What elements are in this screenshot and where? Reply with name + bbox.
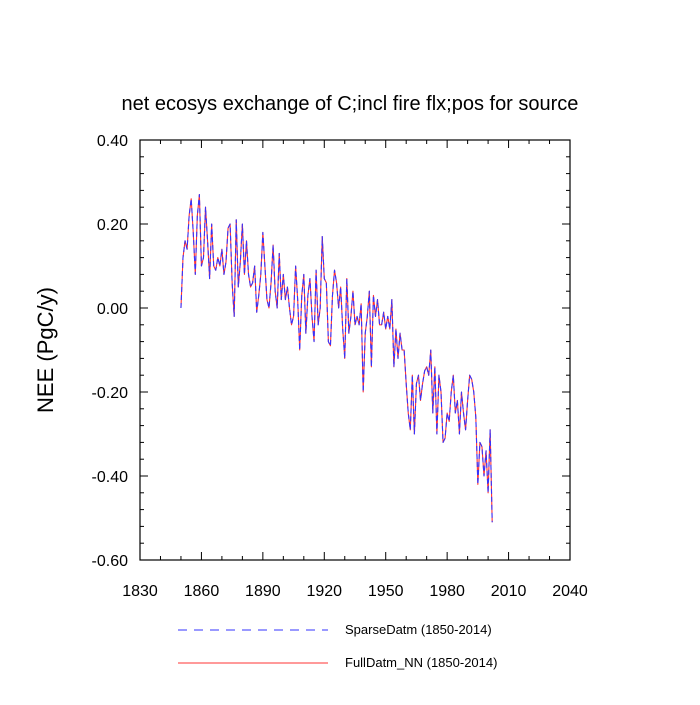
y-tick-label: 0.00 (97, 301, 128, 318)
axis-ticks: 1830 1860 1890 1920 1950 1980 2010 2040 0.40 0.20… (92, 133, 588, 600)
series-line-sparsedatm (180, 194, 493, 523)
plot-frame (139, 139, 571, 561)
y-tick-label: 0.40 (97, 133, 128, 150)
legend-label-fulldatm-nn: FullDatm_NN (1850-2014) (345, 655, 497, 670)
series-layer (180, 194, 493, 523)
x-tick-label: 1830 (122, 583, 158, 600)
y-tick-label: -0.20 (92, 385, 129, 402)
x-tick-label: 2040 (552, 583, 588, 600)
chart-title: net ecosys exchange of C;incl fire flx;p… (122, 93, 579, 115)
y-tick-label: 0.20 (97, 217, 128, 234)
y-tick-label: -0.40 (92, 469, 129, 486)
y-axis-label: NEE (PgC/y) (33, 287, 58, 413)
legend: SparseDatm (1850-2014) FullDatm_NN (1850… (178, 622, 497, 670)
x-tick-label: 1890 (245, 583, 281, 600)
y-tick-label: -0.60 (92, 553, 129, 570)
x-tick-label: 1860 (184, 583, 220, 600)
x-tick-label: 2010 (491, 583, 527, 600)
x-tick-label: 1920 (306, 583, 342, 600)
x-tick-label: 1980 (429, 583, 465, 600)
legend-label-sparsedatm: SparseDatm (1850-2014) (345, 622, 492, 637)
x-tick-label: 1950 (368, 583, 404, 600)
